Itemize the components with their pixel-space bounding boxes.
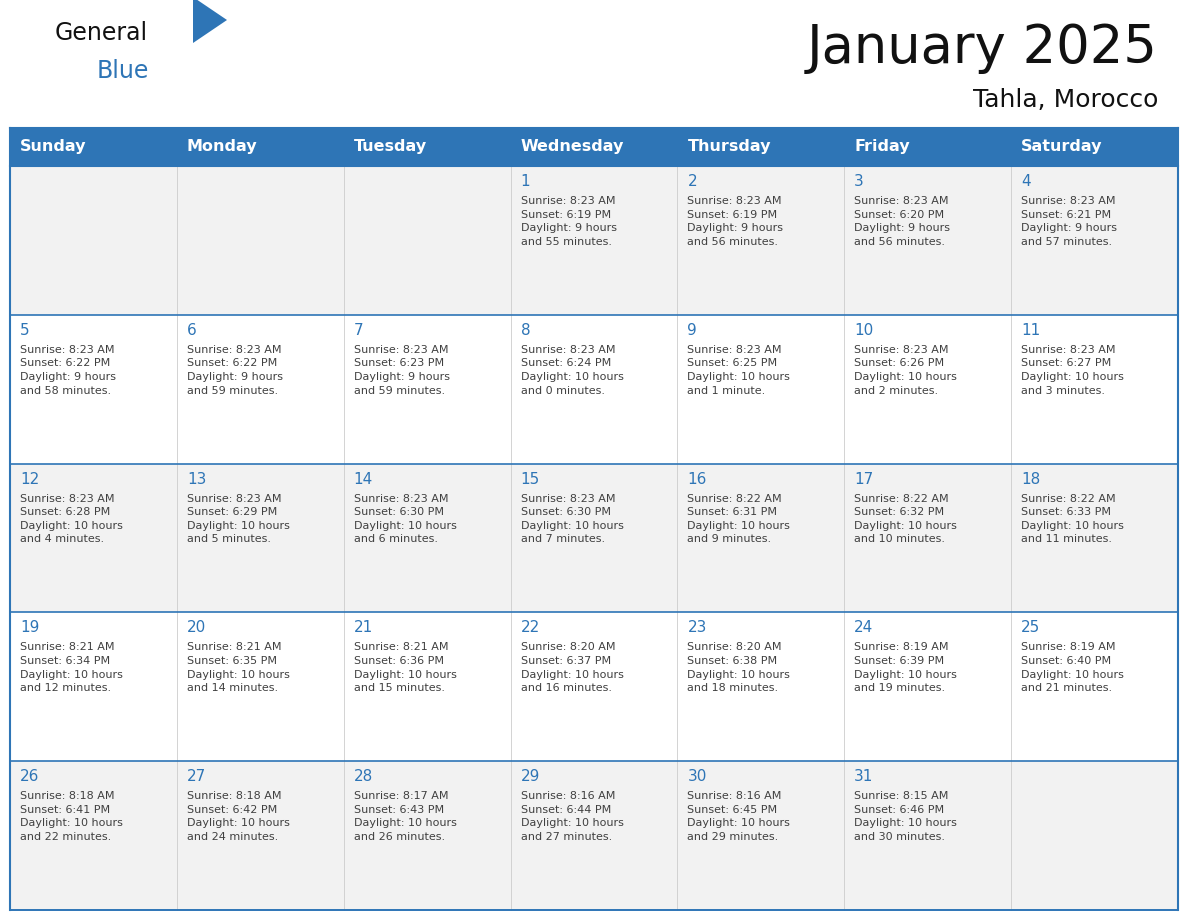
Bar (10, 761, 1178, 910)
Text: 31: 31 (854, 769, 873, 784)
Text: Thursday: Thursday (688, 140, 771, 154)
Text: 17: 17 (854, 472, 873, 487)
Text: 30: 30 (688, 769, 707, 784)
Text: Sunrise: 8:19 AM
Sunset: 6:39 PM
Daylight: 10 hours
and 19 minutes.: Sunrise: 8:19 AM Sunset: 6:39 PM Dayligh… (854, 643, 958, 693)
Text: Sunrise: 8:23 AM
Sunset: 6:21 PM
Daylight: 9 hours
and 57 minutes.: Sunrise: 8:23 AM Sunset: 6:21 PM Dayligh… (1022, 196, 1117, 247)
Text: Sunrise: 8:23 AM
Sunset: 6:19 PM
Daylight: 9 hours
and 56 minutes.: Sunrise: 8:23 AM Sunset: 6:19 PM Dayligh… (688, 196, 783, 247)
Text: Sunrise: 8:20 AM
Sunset: 6:38 PM
Daylight: 10 hours
and 18 minutes.: Sunrise: 8:20 AM Sunset: 6:38 PM Dayligh… (688, 643, 790, 693)
Bar (10, 464, 1178, 612)
Text: 18: 18 (1022, 472, 1041, 487)
Text: 26: 26 (20, 769, 39, 784)
Text: Sunrise: 8:23 AM
Sunset: 6:26 PM
Daylight: 10 hours
and 2 minutes.: Sunrise: 8:23 AM Sunset: 6:26 PM Dayligh… (854, 345, 958, 396)
Text: 15: 15 (520, 472, 539, 487)
Text: 19: 19 (20, 621, 39, 635)
Text: Sunrise: 8:22 AM
Sunset: 6:32 PM
Daylight: 10 hours
and 10 minutes.: Sunrise: 8:22 AM Sunset: 6:32 PM Dayligh… (854, 494, 958, 544)
Text: 27: 27 (187, 769, 206, 784)
Text: 1: 1 (520, 174, 530, 189)
Text: Sunrise: 8:23 AM
Sunset: 6:19 PM
Daylight: 9 hours
and 55 minutes.: Sunrise: 8:23 AM Sunset: 6:19 PM Dayligh… (520, 196, 617, 247)
Text: General: General (55, 21, 148, 45)
Text: Sunrise: 8:16 AM
Sunset: 6:44 PM
Daylight: 10 hours
and 27 minutes.: Sunrise: 8:16 AM Sunset: 6:44 PM Dayligh… (520, 791, 624, 842)
Text: 6: 6 (187, 323, 196, 338)
Text: Sunrise: 8:21 AM
Sunset: 6:34 PM
Daylight: 10 hours
and 12 minutes.: Sunrise: 8:21 AM Sunset: 6:34 PM Dayligh… (20, 643, 122, 693)
Text: Sunrise: 8:15 AM
Sunset: 6:46 PM
Daylight: 10 hours
and 30 minutes.: Sunrise: 8:15 AM Sunset: 6:46 PM Dayligh… (854, 791, 958, 842)
Text: 23: 23 (688, 621, 707, 635)
Bar (10, 612, 1178, 761)
Text: Sunrise: 8:23 AM
Sunset: 6:24 PM
Daylight: 10 hours
and 0 minutes.: Sunrise: 8:23 AM Sunset: 6:24 PM Dayligh… (520, 345, 624, 396)
Text: 5: 5 (20, 323, 30, 338)
Text: Sunrise: 8:23 AM
Sunset: 6:29 PM
Daylight: 10 hours
and 5 minutes.: Sunrise: 8:23 AM Sunset: 6:29 PM Dayligh… (187, 494, 290, 544)
Bar (343, 128, 511, 166)
Text: 13: 13 (187, 472, 207, 487)
Text: 22: 22 (520, 621, 539, 635)
Text: Sunrise: 8:20 AM
Sunset: 6:37 PM
Daylight: 10 hours
and 16 minutes.: Sunrise: 8:20 AM Sunset: 6:37 PM Dayligh… (520, 643, 624, 693)
Text: 8: 8 (520, 323, 530, 338)
Text: 2: 2 (688, 174, 697, 189)
Text: 25: 25 (1022, 621, 1041, 635)
Text: Sunrise: 8:16 AM
Sunset: 6:45 PM
Daylight: 10 hours
and 29 minutes.: Sunrise: 8:16 AM Sunset: 6:45 PM Dayligh… (688, 791, 790, 842)
Text: Sunrise: 8:22 AM
Sunset: 6:31 PM
Daylight: 10 hours
and 9 minutes.: Sunrise: 8:22 AM Sunset: 6:31 PM Dayligh… (688, 494, 790, 544)
Text: Blue: Blue (97, 59, 150, 83)
Text: Sunrise: 8:23 AM
Sunset: 6:30 PM
Daylight: 10 hours
and 7 minutes.: Sunrise: 8:23 AM Sunset: 6:30 PM Dayligh… (520, 494, 624, 544)
Text: Sunrise: 8:18 AM
Sunset: 6:41 PM
Daylight: 10 hours
and 22 minutes.: Sunrise: 8:18 AM Sunset: 6:41 PM Dayligh… (20, 791, 122, 842)
Bar (177, 128, 343, 166)
Bar (845, 128, 1011, 166)
Text: Sunrise: 8:23 AM
Sunset: 6:27 PM
Daylight: 10 hours
and 3 minutes.: Sunrise: 8:23 AM Sunset: 6:27 PM Dayligh… (1022, 345, 1124, 396)
Polygon shape (192, 0, 227, 43)
Text: Sunrise: 8:23 AM
Sunset: 6:22 PM
Daylight: 9 hours
and 59 minutes.: Sunrise: 8:23 AM Sunset: 6:22 PM Dayligh… (187, 345, 283, 396)
Text: Sunrise: 8:21 AM
Sunset: 6:35 PM
Daylight: 10 hours
and 14 minutes.: Sunrise: 8:21 AM Sunset: 6:35 PM Dayligh… (187, 643, 290, 693)
Text: 29: 29 (520, 769, 541, 784)
Text: 11: 11 (1022, 323, 1041, 338)
Text: 12: 12 (20, 472, 39, 487)
Text: 20: 20 (187, 621, 206, 635)
Bar (511, 128, 677, 166)
Text: Sunrise: 8:18 AM
Sunset: 6:42 PM
Daylight: 10 hours
and 24 minutes.: Sunrise: 8:18 AM Sunset: 6:42 PM Dayligh… (187, 791, 290, 842)
Text: Sunrise: 8:17 AM
Sunset: 6:43 PM
Daylight: 10 hours
and 26 minutes.: Sunrise: 8:17 AM Sunset: 6:43 PM Dayligh… (354, 791, 456, 842)
Text: Sunrise: 8:23 AM
Sunset: 6:30 PM
Daylight: 10 hours
and 6 minutes.: Sunrise: 8:23 AM Sunset: 6:30 PM Dayligh… (354, 494, 456, 544)
Text: 4: 4 (1022, 174, 1031, 189)
Bar (10, 166, 1178, 315)
Text: Sunrise: 8:23 AM
Sunset: 6:28 PM
Daylight: 10 hours
and 4 minutes.: Sunrise: 8:23 AM Sunset: 6:28 PM Dayligh… (20, 494, 122, 544)
Bar (677, 128, 845, 166)
Text: Sunrise: 8:22 AM
Sunset: 6:33 PM
Daylight: 10 hours
and 11 minutes.: Sunrise: 8:22 AM Sunset: 6:33 PM Dayligh… (1022, 494, 1124, 544)
Bar (1011, 128, 1178, 166)
Text: 7: 7 (354, 323, 364, 338)
Text: Sunrise: 8:21 AM
Sunset: 6:36 PM
Daylight: 10 hours
and 15 minutes.: Sunrise: 8:21 AM Sunset: 6:36 PM Dayligh… (354, 643, 456, 693)
Text: Tuesday: Tuesday (354, 140, 426, 154)
Text: Sunrise: 8:23 AM
Sunset: 6:22 PM
Daylight: 9 hours
and 58 minutes.: Sunrise: 8:23 AM Sunset: 6:22 PM Dayligh… (20, 345, 116, 396)
Text: 14: 14 (354, 472, 373, 487)
Text: Tahla, Morocco: Tahla, Morocco (973, 88, 1158, 112)
Text: 3: 3 (854, 174, 864, 189)
Text: 24: 24 (854, 621, 873, 635)
Text: Sunrise: 8:23 AM
Sunset: 6:23 PM
Daylight: 9 hours
and 59 minutes.: Sunrise: 8:23 AM Sunset: 6:23 PM Dayligh… (354, 345, 450, 396)
Text: Sunrise: 8:23 AM
Sunset: 6:20 PM
Daylight: 9 hours
and 56 minutes.: Sunrise: 8:23 AM Sunset: 6:20 PM Dayligh… (854, 196, 950, 247)
Text: 9: 9 (688, 323, 697, 338)
Bar (10, 315, 1178, 464)
Text: Saturday: Saturday (1022, 140, 1102, 154)
Bar (10, 128, 177, 166)
Text: Sunrise: 8:23 AM
Sunset: 6:25 PM
Daylight: 10 hours
and 1 minute.: Sunrise: 8:23 AM Sunset: 6:25 PM Dayligh… (688, 345, 790, 396)
Text: 10: 10 (854, 323, 873, 338)
Text: 16: 16 (688, 472, 707, 487)
Text: Wednesday: Wednesday (520, 140, 624, 154)
Text: Monday: Monday (187, 140, 258, 154)
Text: Sunrise: 8:19 AM
Sunset: 6:40 PM
Daylight: 10 hours
and 21 minutes.: Sunrise: 8:19 AM Sunset: 6:40 PM Dayligh… (1022, 643, 1124, 693)
Text: January 2025: January 2025 (807, 22, 1158, 74)
Text: 21: 21 (354, 621, 373, 635)
Text: Friday: Friday (854, 140, 910, 154)
Text: 28: 28 (354, 769, 373, 784)
Text: Sunday: Sunday (20, 140, 87, 154)
